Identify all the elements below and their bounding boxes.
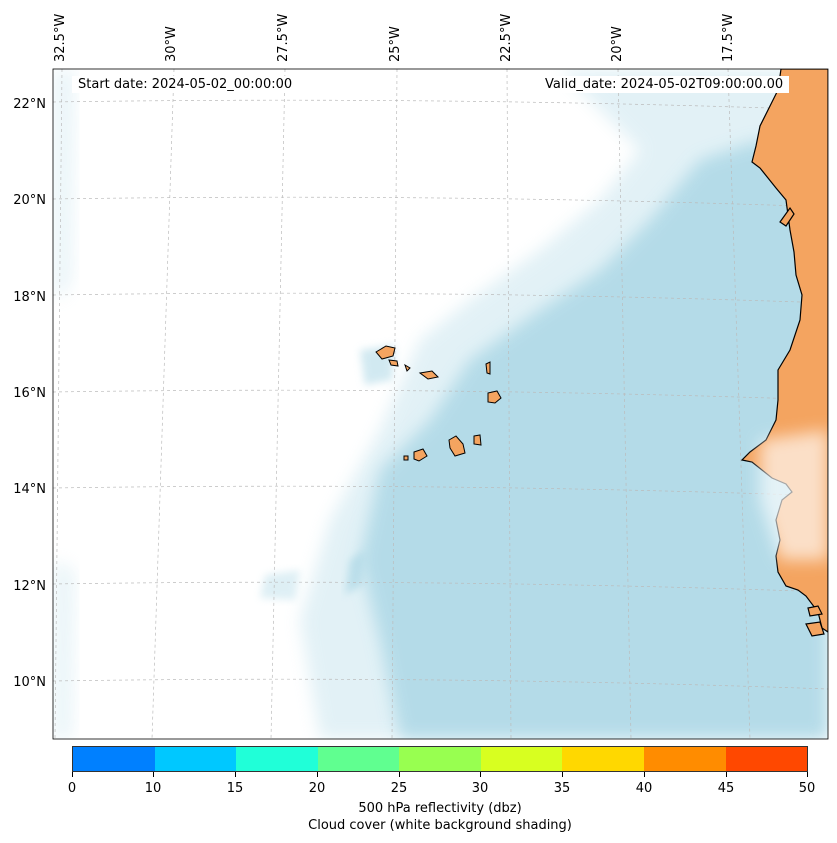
colorbar-segment xyxy=(562,747,644,771)
colorbar-segment xyxy=(643,747,726,771)
coast-haze xyxy=(760,430,828,560)
colorbar-tick-label: 35 xyxy=(553,781,571,796)
colorbar-tick-label: 50 xyxy=(798,781,816,796)
colorbar-segment xyxy=(317,747,400,771)
lat-label: 20°N xyxy=(13,193,46,208)
lon-label: 32.5°W xyxy=(53,13,68,62)
colorbar-tickmark xyxy=(644,772,645,777)
lat-label: 22°N xyxy=(13,97,46,112)
colorbar-segment xyxy=(480,747,563,771)
colorbar-segment xyxy=(236,747,318,771)
colorbar-segment xyxy=(73,747,155,771)
lon-label: 20°W xyxy=(610,26,625,62)
lon-label: 17.5°W xyxy=(721,13,736,62)
colorbar-sublabel: Cloud cover (white background shading) xyxy=(308,818,572,833)
cabo-verde-islands xyxy=(375,345,502,462)
map-frame xyxy=(52,68,829,740)
colorbar-segment xyxy=(725,747,808,771)
colorbar-segment xyxy=(154,747,237,771)
colorbar-tick-label: 25 xyxy=(390,781,408,796)
lat-label: 10°N xyxy=(13,675,46,690)
graticule xyxy=(53,69,828,739)
colorbar-tickmark xyxy=(562,772,563,777)
colorbar-tickmark xyxy=(807,772,808,777)
colorbar-tick-label: 0 xyxy=(67,781,77,796)
colorbar-label: 500 hPa reflectivity (dbz) xyxy=(358,801,522,816)
colorbar-tick-label: 40 xyxy=(635,781,653,796)
lon-label: 30°W xyxy=(164,26,179,62)
lat-label: 16°N xyxy=(13,386,46,401)
colorbar-tick-label: 20 xyxy=(308,781,326,796)
lon-label: 27.5°W xyxy=(276,13,291,62)
lat-label: 12°N xyxy=(13,579,46,594)
lat-label: 18°N xyxy=(13,290,46,305)
colorbar-segment xyxy=(399,747,481,771)
colorbar-tick-label: 15 xyxy=(226,781,244,796)
valid-date-label: Valid_date: 2024-05-02T09:00:00.00 xyxy=(539,76,790,93)
colorbar-tickmark xyxy=(399,772,400,777)
cloud-cover xyxy=(53,70,828,739)
lon-label: 25°W xyxy=(388,26,403,62)
colorbar-tickmark xyxy=(235,772,236,777)
colorbar-tick-label: 10 xyxy=(144,781,162,796)
lon-label: 22.5°W xyxy=(499,13,514,62)
colorbar-tick-label: 45 xyxy=(717,781,735,796)
start-date-label: Start date: 2024-05-02_00:00:00 xyxy=(72,76,299,93)
colorbar-tickmark xyxy=(726,772,727,777)
colorbar xyxy=(72,746,808,772)
colorbar-tickmark xyxy=(153,772,154,777)
colorbar-tickmark xyxy=(317,772,318,777)
colorbar-tick-label: 30 xyxy=(471,781,489,796)
colorbar-tickmark xyxy=(480,772,481,777)
lat-label: 14°N xyxy=(13,482,46,497)
colorbar-tickmark xyxy=(72,772,73,777)
